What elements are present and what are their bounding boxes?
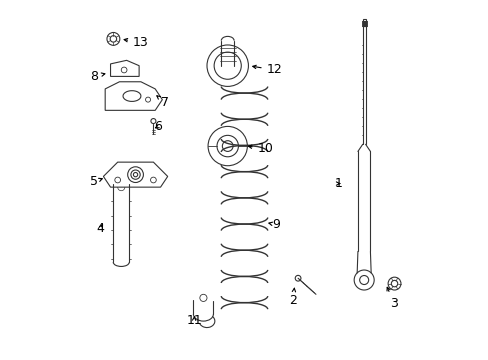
FancyBboxPatch shape bbox=[362, 19, 365, 26]
Text: 10: 10 bbox=[248, 142, 273, 155]
Text: 2: 2 bbox=[288, 288, 296, 307]
Text: 6: 6 bbox=[154, 120, 162, 133]
Text: 5: 5 bbox=[90, 175, 102, 188]
Text: 7: 7 bbox=[157, 96, 168, 109]
Text: 8: 8 bbox=[90, 70, 104, 83]
Text: 1: 1 bbox=[334, 177, 342, 190]
Polygon shape bbox=[110, 60, 139, 76]
Polygon shape bbox=[103, 162, 167, 187]
Text: 11: 11 bbox=[186, 314, 202, 327]
Polygon shape bbox=[105, 82, 162, 111]
Text: 3: 3 bbox=[386, 287, 397, 310]
Text: 9: 9 bbox=[268, 218, 280, 231]
Text: 4: 4 bbox=[96, 222, 104, 235]
Text: 13: 13 bbox=[124, 36, 148, 49]
Text: 12: 12 bbox=[252, 63, 282, 76]
